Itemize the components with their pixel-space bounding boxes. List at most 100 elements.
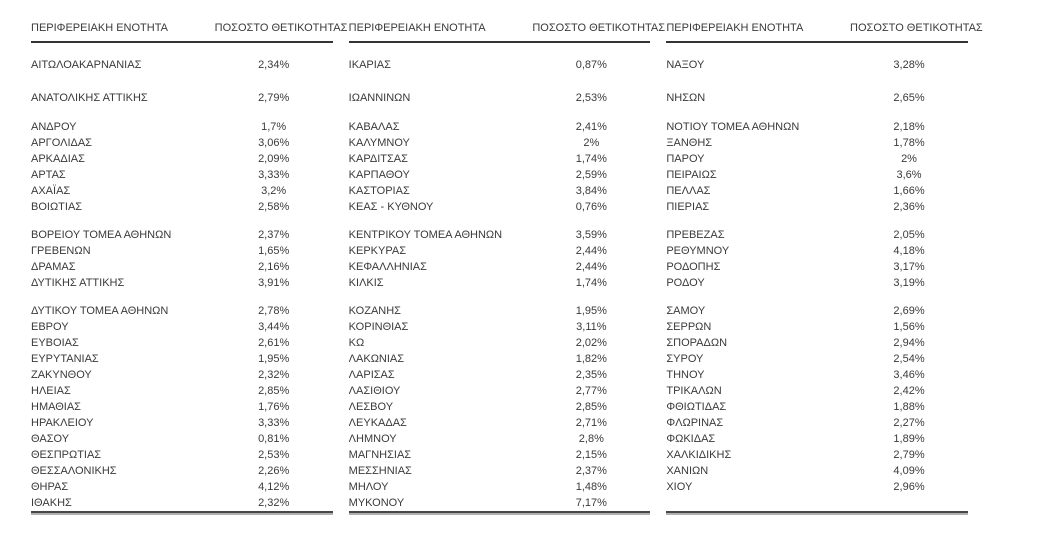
table-row: ΣΕΡΡΩΝ 1,56%: [666, 319, 968, 335]
positivity-value-cell: 1,82%: [575, 353, 607, 365]
positivity-column-header: ΠΟΣΟΣΤΟ ΘΕΤΙΚΟΤΗΤΑΣ: [214, 22, 348, 34]
positivity-value-cell: 0,81%: [258, 433, 290, 445]
region-cell: ΚΟΡΙΝΘΙΑΣ: [348, 321, 409, 333]
region-cell: ΕΒΡΟΥ: [31, 321, 69, 333]
table-row: ΡΕΘΥΜΝΟΥ 4,18%: [666, 243, 968, 259]
positivity-value-cell: 2,09%: [258, 153, 290, 165]
table-row: ΑΡΓΟΛΙΔΑΣ 3,06%: [31, 135, 333, 151]
region-cell: ΑΡΓΟΛΙΔΑΣ: [31, 137, 92, 149]
table-row: ΦΩΚΙΔΑΣ 1,89%: [666, 431, 968, 447]
positivity-value-cell: 3,06%: [258, 137, 290, 149]
positivity-value-cell: 3,6%: [896, 169, 922, 181]
table-row: ΠΕΛΛΑΣ 1,66%: [666, 183, 968, 199]
table-row: ΠΕΙΡΑΙΩΣ 3,6%: [666, 167, 968, 183]
positivity-value-cell: 2,94%: [893, 337, 925, 349]
table-row: ΝΟΤΙΟΥ ΤΟΜΕΑ ΑΘΗΝΩΝ 2,18%: [666, 119, 968, 135]
positivity-column-header: ΠΟΣΟΣΤΟ ΘΕΤΙΚΟΤΗΤΑΣ: [532, 22, 666, 34]
positivity-value-cell: 0,76%: [575, 201, 607, 213]
positivity-value-cell: 1,65%: [258, 245, 290, 257]
region-cell: ΤΡΙΚΑΛΩΝ: [666, 385, 722, 397]
positivity-value-cell: 2,15%: [575, 449, 607, 461]
region-cell: ΠΕΛΛΑΣ: [666, 185, 711, 197]
region-cell: ΦΩΚΙΔΑΣ: [666, 433, 716, 445]
row-group: ΚΑΒΑΛΑΣ 2,41% ΚΑΛΥΜΝΟΥ 2% ΚΑΡΔΙΤΣΑΣ 1,74% ΚΑΡΠ…: [349, 119, 651, 215]
table-row: ΑΙΤΩΛΟΑΚΑΡΝΑΝΙΑΣ 2,34%: [31, 57, 333, 73]
region-cell: ΜΑΓΝΗΣΙΑΣ: [348, 449, 412, 461]
row-group: ΝΗΣΩΝ 2,65%: [666, 90, 968, 106]
region-cell: ΠΙΕΡΙΑΣ: [666, 201, 710, 213]
region-cell: ΚΑΡΔΙΤΣΑΣ: [348, 153, 408, 165]
positivity-value-cell: 1,56%: [893, 321, 925, 333]
positivity-value-cell: 3,11%: [576, 321, 607, 333]
region-cell: ΛΑΡΙΣΑΣ: [348, 369, 395, 381]
table-block: ΠΕΡΙΦΕΡΕΙΑΚΗ ΕΝΟΤΗΤΑ ΠΟΣΟΣΤΟ ΘΕΤΙΚΟΤΗΤΑΣ Ι…: [348, 22, 666, 513]
region-cell: ΙΘΑΚΗΣ: [31, 497, 72, 509]
table-row: ΚΕΡΚΥΡΑΣ 2,44%: [349, 243, 651, 259]
region-column-header: ΠΕΡΙΦΕΡΕΙΑΚΗ ΕΝΟΤΗΤΑ: [666, 22, 804, 34]
table-row: ΖΑΚΥΝΘΟΥ 2,32%: [31, 367, 333, 383]
region-cell: ΝΗΣΩΝ: [666, 92, 706, 104]
region-cell: ΑΧΑΪΑΣ: [31, 185, 71, 197]
region-cell: ΕΥΡΥΤΑΝΙΑΣ: [31, 353, 99, 365]
table-row: ΧΙΟΥ 2,96%: [666, 479, 968, 495]
table-row: ΣΑΜΟΥ 2,69%: [666, 303, 968, 319]
positivity-value-cell: 2,37%: [575, 465, 607, 477]
row-group: ΣΑΜΟΥ 2,69% ΣΕΡΡΩΝ 1,56% ΣΠΟΡΑΔΩΝ 2,94% ΣΥΡΟΥ 2…: [666, 303, 968, 495]
table-row: ΚΑΡΔΙΤΣΑΣ 1,74%: [349, 151, 651, 167]
region-cell: ΚΑΛΥΜΝΟΥ: [348, 137, 410, 149]
table-row: ΗΛΕΙΑΣ 2,85%: [31, 383, 333, 399]
positivity-value-cell: 4,12%: [258, 481, 290, 493]
table-row: ΛΑΡΙΣΑΣ 2,35%: [349, 367, 651, 383]
positivity-value-cell: 2,65%: [893, 92, 925, 104]
table-row: ΕΥΒΟΙΑΣ 2,61%: [31, 335, 333, 351]
positivity-value-cell: 2,71%: [575, 417, 607, 429]
region-cell: ΛΑΣΙΘΙΟΥ: [348, 385, 401, 397]
table-row: ΘΑΣΟΥ 0,81%: [31, 431, 333, 447]
table-row: ΑΧΑΪΑΣ 3,2%: [31, 183, 333, 199]
table-row: ΝΗΣΩΝ 2,65%: [666, 90, 968, 106]
region-cell: ΠΑΡΟΥ: [666, 153, 705, 165]
table-row: ΧΑΛΚΙΔΙΚΗΣ 2,79%: [666, 447, 968, 463]
positivity-value-cell: 0,87%: [575, 59, 607, 71]
table-row: ΘΕΣΣΑΛΟΝΙΚΗΣ 2,26%: [31, 463, 333, 479]
table-row: ΡΟΔΟΠΗΣ 3,17%: [666, 259, 968, 275]
region-cell: ΘΗΡΑΣ: [31, 481, 69, 493]
positivity-value-cell: 3,59%: [575, 229, 607, 241]
table-block: ΠΕΡΙΦΕΡΕΙΑΚΗ ΕΝΟΤΗΤΑ ΠΟΣΟΣΤΟ ΘΕΤΙΚΟΤΗΤΑΣ Α…: [31, 22, 348, 513]
positivity-value-cell: 2,32%: [258, 369, 290, 381]
positivity-value-cell: 1,74%: [575, 153, 607, 165]
region-cell: ΤΗΝΟΥ: [666, 369, 705, 381]
table-rows: ΝΑΞΟΥ 3,28% ΝΗΣΩΝ 2,65% ΝΟΤΙΟΥ ΤΟΜΕΑ ΑΘΗΝΩΝ 2…: [666, 43, 968, 511]
row-group: ΚΕΝΤΡΙΚΟΥ ΤΟΜΕΑ ΑΘΗΝΩΝ 3,59% ΚΕΡΚΥΡΑΣ 2,44%…: [349, 227, 651, 291]
table-row: ΜΥΚΟΝΟΥ 7,17%: [349, 495, 651, 511]
region-cell: ΑΡΤΑΣ: [31, 169, 66, 181]
row-group: ΔΥΤΙΚΟΥ ΤΟΜΕΑ ΑΘΗΝΩΝ 2,78% ΕΒΡΟΥ 3,44% ΕΥΒΟΙ…: [31, 303, 333, 511]
region-cell: ΓΡΕΒΕΝΩΝ: [31, 245, 91, 257]
table-header-row: ΠΕΡΙΦΕΡΕΙΑΚΗ ΕΝΟΤΗΤΑ ΠΟΣΟΣΤΟ ΘΕΤΙΚΟΤΗΤΑΣ: [348, 22, 666, 43]
region-column-header: ΠΕΡΙΦΕΡΕΙΑΚΗ ΕΝΟΤΗΤΑ: [348, 22, 486, 34]
table-row: ΔΡΑΜΑΣ 2,16%: [31, 259, 333, 275]
positivity-value-cell: 2%: [583, 137, 600, 149]
table-row: ΚΕΑΣ - ΚΥΘΝΟΥ 0,76%: [349, 199, 651, 215]
positivity-value-cell: 1,74%: [575, 277, 607, 289]
positivity-value-cell: 3,84%: [575, 185, 607, 197]
table-row: ΣΠΟΡΑΔΩΝ 2,94%: [666, 335, 968, 351]
positivity-value-cell: 1,7%: [261, 121, 287, 133]
region-cell: ΣΕΡΡΩΝ: [666, 321, 712, 333]
table-row: ΒΟΡΕΙΟΥ ΤΟΜΕΑ ΑΘΗΝΩΝ 2,37%: [31, 227, 333, 243]
table-row: ΛΕΥΚΑΔΑΣ 2,71%: [349, 415, 651, 431]
region-cell: ΣΠΟΡΑΔΩΝ: [666, 337, 728, 349]
positivity-value-cell: 2,85%: [575, 401, 607, 413]
table-header-row: ΠΕΡΙΦΕΡΕΙΑΚΗ ΕΝΟΤΗΤΑ ΠΟΣΟΣΤΟ ΘΕΤΙΚΟΤΗΤΑΣ: [666, 22, 983, 43]
region-cell: ΜΕΣΣΗΝΙΑΣ: [348, 465, 412, 477]
table-rows: ΙΚΑΡΙΑΣ 0,87% ΙΩΑΝΝΙΝΩΝ 2,53% ΚΑΒΑΛΑΣ 2,41% ΚΑ…: [349, 43, 651, 511]
table-row: ΜΑΓΝΗΣΙΑΣ 2,15%: [349, 447, 651, 463]
table-row: ΜΕΣΣΗΝΙΑΣ 2,37%: [349, 463, 651, 479]
table-row: ΚΕΦΑΛΛΗΝΙΑΣ 2,44%: [349, 259, 651, 275]
region-cell: ΚΙΛΚΙΣ: [348, 277, 384, 289]
table-row: ΓΡΕΒΕΝΩΝ 1,65%: [31, 243, 333, 259]
positivity-value-cell: 3,19%: [893, 277, 925, 289]
region-cell: ΧΙΟΥ: [666, 481, 693, 493]
region-cell: ΠΡΕΒΕΖΑΣ: [666, 229, 725, 241]
table-row: ΛΑΣΙΘΙΟΥ 2,77%: [349, 383, 651, 399]
